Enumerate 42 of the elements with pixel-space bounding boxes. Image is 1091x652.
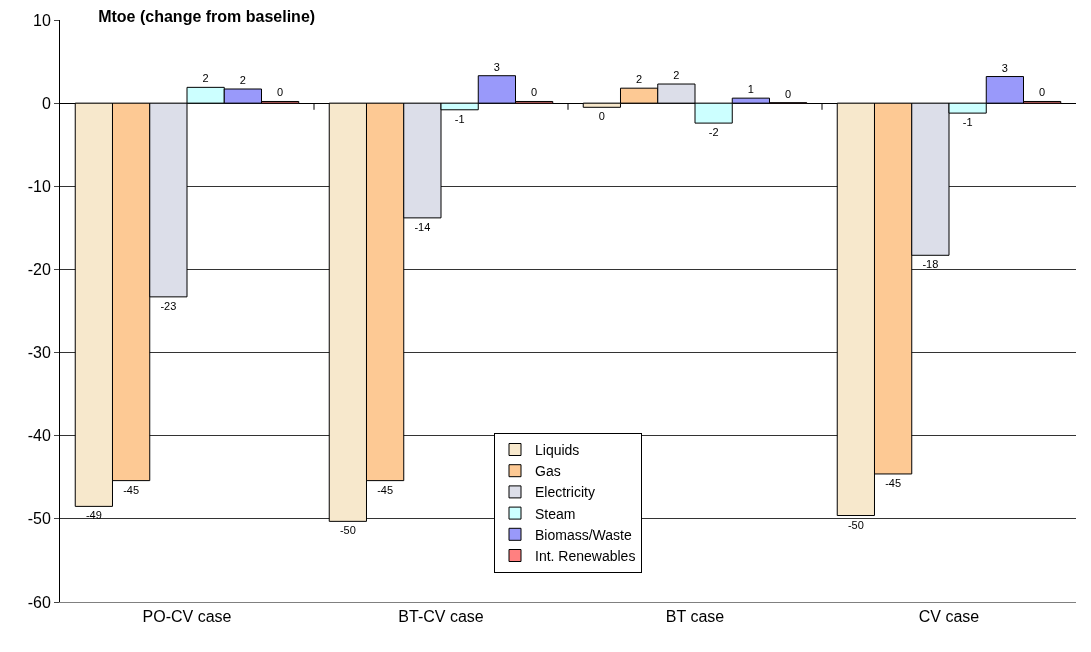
data-label: 2 xyxy=(673,69,680,82)
x-tick-label: PO-CV case xyxy=(142,608,232,626)
y-tick-label: -50 xyxy=(27,510,51,528)
data-label: 2 xyxy=(239,74,246,87)
data-label: -50 xyxy=(847,518,864,531)
data-label: -45 xyxy=(885,476,902,489)
data-label: 3 xyxy=(1001,61,1008,74)
y-tick-label: -20 xyxy=(27,261,51,279)
legend-label: Gas xyxy=(535,463,561,480)
data-label: -14 xyxy=(414,220,431,233)
legend-label: Liquids xyxy=(535,441,580,458)
y-tick-label: -30 xyxy=(27,344,51,362)
data-label: 2 xyxy=(202,72,209,85)
y-tick-label: -40 xyxy=(27,427,51,445)
data-label: 0 xyxy=(277,86,284,99)
data-label: -1 xyxy=(454,112,465,125)
data-label: -50 xyxy=(339,524,356,537)
legend-label: Electricity xyxy=(535,484,595,501)
data-label: -45 xyxy=(123,483,140,496)
data-label: 1 xyxy=(747,83,754,96)
legend-label: Steam xyxy=(535,505,576,522)
data-label: 0 xyxy=(531,86,538,99)
data-label: 0 xyxy=(598,110,605,123)
data-label: -23 xyxy=(160,299,177,312)
y-tick-label: 0 xyxy=(41,94,51,112)
data-label: -1 xyxy=(962,116,973,129)
y-tick-label: -60 xyxy=(27,593,51,611)
x-tick-label: BT case xyxy=(665,608,725,626)
y-tick-label: 10 xyxy=(33,11,51,29)
legend-label: Int. Renewables xyxy=(535,547,636,564)
y-tick-label: -10 xyxy=(27,177,51,195)
x-tick-label: BT-CV case xyxy=(398,608,484,626)
data-label: 0 xyxy=(1039,86,1046,99)
x-tick-label: CV case xyxy=(918,608,980,626)
legend-label: Biomass/Waste xyxy=(535,526,632,543)
data-label: 2 xyxy=(636,73,643,86)
data-label: -2 xyxy=(708,126,719,139)
data-label: -45 xyxy=(377,483,394,496)
chart-title: Mtoe (change from baseline) xyxy=(98,7,316,25)
data-label: 3 xyxy=(493,60,500,73)
data-label: -18 xyxy=(922,258,939,271)
data-label: 0 xyxy=(785,87,792,100)
